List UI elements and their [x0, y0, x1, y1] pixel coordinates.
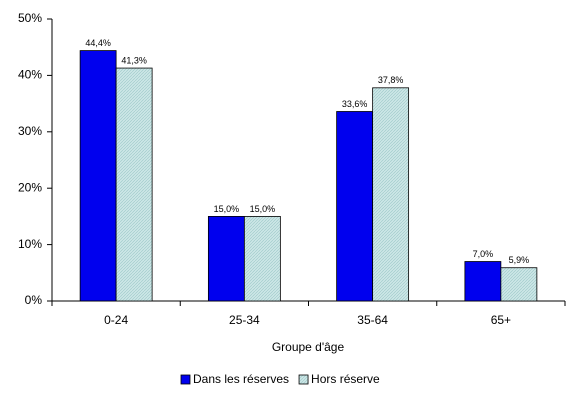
bar: [243, 215, 281, 302]
value-label: 7,0%: [473, 249, 494, 259]
value-label: 44,4%: [85, 38, 111, 48]
value-label: 41,3%: [121, 55, 147, 65]
bar: [372, 87, 410, 302]
value-label: 37,8%: [378, 75, 404, 85]
y-tick-label: 0%: [25, 293, 43, 307]
bar: [464, 261, 502, 302]
value-label: 5,9%: [509, 255, 530, 265]
y-tick-label: 30%: [18, 124, 42, 138]
x-tick-label: 0-24: [104, 313, 128, 327]
y-tick-label: 10%: [18, 237, 42, 251]
legend-label: Hors réserve: [311, 372, 380, 386]
y-tick-label: 40%: [18, 68, 42, 82]
legend-swatch: [298, 374, 309, 385]
bar: [115, 67, 153, 302]
bar: [207, 215, 245, 302]
x-tick-label: 25-34: [229, 313, 260, 327]
bar: [500, 267, 538, 302]
bar: [336, 111, 374, 302]
x-axis-title: Groupe d'âge: [272, 340, 345, 354]
x-tick-label: 35-64: [357, 313, 388, 327]
y-tick-label: 50%: [18, 11, 42, 25]
legend-swatch: [180, 374, 191, 385]
bar: [79, 50, 117, 302]
value-label: 15,0%: [250, 204, 276, 214]
y-tick-label: 20%: [18, 180, 42, 194]
legend-label: Dans les réserves: [193, 372, 289, 386]
value-label: 15,0%: [214, 204, 240, 214]
x-tick-label: 65+: [491, 313, 511, 327]
value-label: 33,6%: [342, 99, 368, 109]
